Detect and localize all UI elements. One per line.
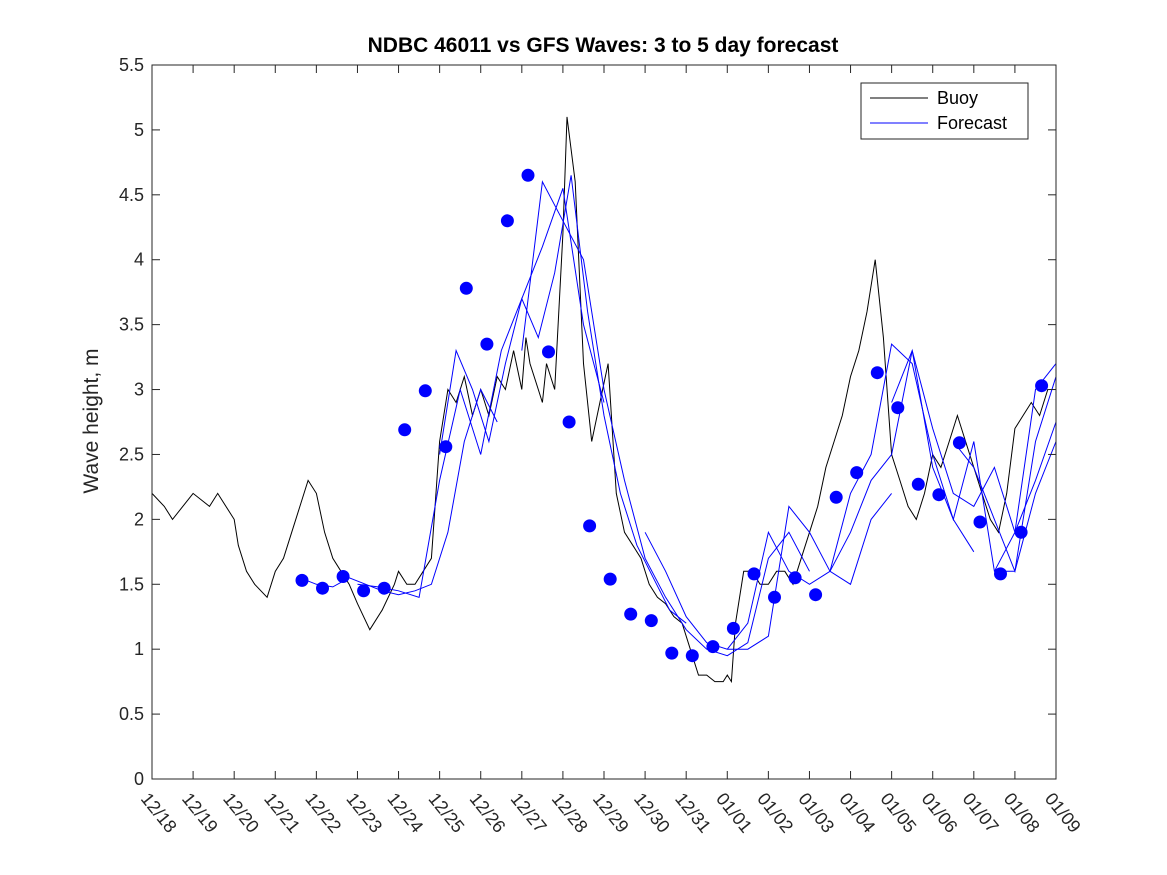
x-tick-label: 12/26: [466, 789, 510, 837]
x-tick-label: 12/19: [178, 789, 222, 837]
legend-buoy-label: Buoy: [937, 88, 978, 108]
x-tick-label: 01/08: [1000, 789, 1044, 837]
forecast-line-6: [726, 343, 975, 650]
x-tick-label: 12/23: [342, 789, 386, 837]
buoy-series: [151, 116, 1056, 684]
x-tick-label: 12/22: [301, 789, 345, 837]
y-tick-label: 2: [134, 509, 144, 529]
y-tick-label: 5.5: [119, 55, 144, 75]
x-tick-label: 12/20: [219, 789, 263, 837]
forecast-marker: [747, 567, 761, 581]
forecast-line-4: [521, 180, 810, 657]
forecast-line-1: [299, 388, 498, 596]
forecast-marker: [583, 519, 597, 533]
forecast-marker: [562, 415, 576, 429]
forecast-series-group: [299, 175, 1057, 657]
forecast-marker: [911, 477, 925, 491]
forecast-line-3: [439, 175, 687, 624]
forecast-marker: [829, 490, 843, 504]
buoy-line: [151, 116, 1056, 684]
x-tick-label: 12/18: [137, 789, 181, 837]
forecast-marker: [706, 640, 720, 654]
forecast-marker: [726, 621, 740, 635]
chart-title: NDBC 46011 vs GFS Waves: 3 to 5 day fore…: [368, 34, 839, 57]
y-tick-label: 1.5: [119, 574, 144, 594]
plot-area-frame: [151, 64, 1057, 780]
forecast-marker: [624, 607, 638, 621]
forecast-marker: [357, 584, 371, 598]
forecast-marker: [316, 581, 329, 595]
forecast-marker: [480, 337, 494, 351]
x-tick-label: 12/30: [630, 789, 674, 837]
y-axis-label: Wave height, m: [80, 348, 103, 493]
legend-box: [860, 82, 1029, 140]
forecast-marker: [295, 573, 309, 587]
forecast-marker: [788, 571, 802, 585]
forecast-line-7: [829, 350, 1057, 572]
y-tick-label: 4: [134, 250, 144, 270]
x-axis-ticks: 12/1812/1912/2012/2112/2212/2312/2412/25…: [137, 65, 1085, 837]
x-tick-label: 01/04: [835, 789, 879, 837]
y-tick-label: 5: [134, 120, 144, 140]
forecast-marker: [500, 214, 514, 228]
x-tick-label: 12/31: [671, 789, 715, 837]
x-tick-label: 01/01: [712, 789, 756, 837]
forecast-marker: [603, 572, 617, 586]
y-tick-label: 0: [134, 769, 144, 789]
x-tick-label: 12/21: [260, 789, 304, 837]
forecast-marker: [1035, 379, 1049, 393]
forecast-marker: [542, 345, 555, 359]
forecast-marker: [952, 436, 966, 450]
forecast-marker: [336, 570, 350, 583]
x-tick-label: 01/06: [918, 789, 962, 837]
forecast-marker: [459, 281, 473, 295]
x-tick-label: 01/07: [959, 789, 1003, 837]
forecast-marker: [891, 401, 905, 415]
forecast-marker: [809, 588, 823, 602]
forecast-marker: [398, 423, 412, 437]
forecast-line-2: [357, 188, 605, 598]
legend: Buoy Forecast: [860, 82, 1029, 140]
forecast-marker: [377, 581, 391, 595]
x-tick-label: 01/05: [876, 789, 920, 837]
forecast-marker: [932, 488, 946, 502]
y-axis-ticks: 0 0.5 1 1.5 2 2.5 3 3.5 4 4.5 5 5.5: [119, 55, 1056, 789]
forecast-marker: [1014, 525, 1028, 539]
x-tick-label: 12/25: [424, 789, 468, 837]
forecast-marker: [768, 590, 781, 604]
y-tick-label: 2.5: [119, 444, 144, 464]
forecast-marker: [870, 366, 884, 380]
x-tick-label: 12/29: [589, 789, 633, 837]
forecast-line-8: [891, 348, 1057, 572]
x-tick-label: 12/27: [507, 789, 551, 837]
forecast-marker: [418, 384, 432, 398]
forecast-marker: [439, 440, 453, 454]
forecast-marker: [994, 567, 1007, 581]
x-tick-label: 01/02: [753, 789, 797, 837]
forecast-marker: [685, 649, 699, 663]
forecast-marker: [521, 168, 535, 182]
x-tick-label: 01/09: [1041, 789, 1085, 837]
forecast-marker: [644, 614, 658, 628]
x-tick-label: 12/28: [548, 789, 592, 837]
y-tick-label: 3.5: [119, 315, 144, 335]
x-tick-label: 01/03: [794, 789, 838, 837]
y-tick-label: 3: [134, 380, 144, 400]
y-tick-label: 0.5: [119, 704, 144, 724]
forecast-markers: [295, 168, 1049, 663]
legend-forecast-label: Forecast: [937, 113, 1007, 133]
x-tick-label: 12/24: [383, 789, 427, 837]
forecast-marker: [973, 515, 987, 529]
y-tick-label: 1: [134, 639, 144, 659]
y-tick-label: 4.5: [119, 185, 144, 205]
forecast-line-5: [644, 493, 892, 650]
forecast-line-9: [952, 376, 1057, 574]
forecast-line-10: [993, 363, 1057, 572]
forecast-marker: [665, 646, 679, 660]
forecast-marker: [850, 466, 864, 480]
